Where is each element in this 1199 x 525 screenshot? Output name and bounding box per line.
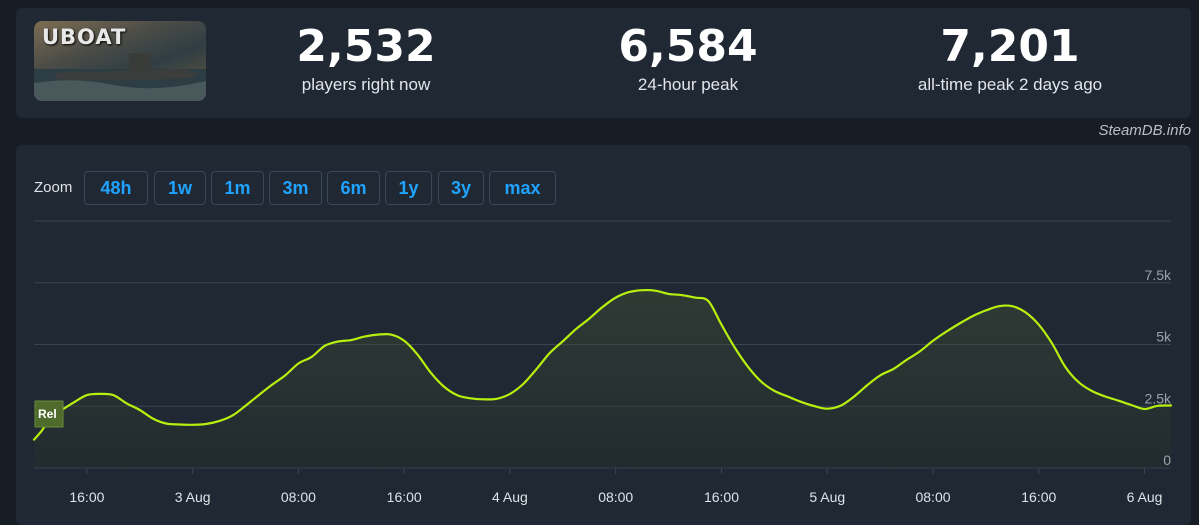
y-tick-label: 5k <box>1156 329 1172 345</box>
stat-all-time-peak: 7,201 all-time peak 2 days ago <box>890 24 1130 96</box>
stats-header: UBOAT 2,532 players right now 6,584 24-h… <box>16 8 1191 118</box>
x-tick-label: 6 Aug <box>1127 489 1163 505</box>
x-tick-label: 16:00 <box>704 489 739 505</box>
release-flag-box <box>34 400 64 428</box>
stat-value: 6,584 <box>618 21 758 72</box>
x-tick-label: 5 Aug <box>809 489 845 505</box>
series-area <box>34 290 1171 468</box>
x-tick-label: 4 Aug <box>492 489 528 505</box>
y-tick-label: 0 <box>1163 452 1171 468</box>
zoom-1m-button[interactable]: 1m <box>211 171 264 205</box>
y-tick-label: 2.5k <box>1145 390 1172 406</box>
zoom-1y-button[interactable]: 1y <box>385 171 432 205</box>
x-tick-label: 08:00 <box>915 489 950 505</box>
logo-text: UBOAT <box>42 25 127 49</box>
x-tick-label: 3 Aug <box>175 489 211 505</box>
y-tick-label: 7.5k <box>1145 267 1172 283</box>
stat-label: 24-hour peak <box>637 75 739 94</box>
zoom-1w-button[interactable]: 1w <box>154 171 206 205</box>
release-flag-label: Rel <box>38 407 57 421</box>
zoom-48h-button[interactable]: 48h <box>84 171 148 205</box>
watermark: SteamDB.info <box>1098 122 1191 139</box>
release-flag[interactable]: Rel <box>34 400 64 428</box>
zoom-6m-button[interactable]: 6m <box>327 171 380 205</box>
x-tick-label: 08:00 <box>281 489 316 505</box>
stat-value: 7,201 <box>940 21 1080 72</box>
zoom-max-button[interactable]: max <box>489 171 556 205</box>
zoom-3m-button[interactable]: 3m <box>269 171 322 205</box>
stat-players-now: 2,532 players right now <box>286 24 446 96</box>
x-tick-label: 16:00 <box>387 489 422 505</box>
x-tick-label: 16:00 <box>69 489 104 505</box>
x-tick-label: 16:00 <box>1021 489 1056 505</box>
zoom-label: Zoom <box>34 179 73 196</box>
stat-24h-peak: 6,584 24-hour peak <box>608 24 768 96</box>
series-line-players[interactable] <box>32 288 1173 441</box>
submarine-image <box>34 53 206 101</box>
zoom-3y-button[interactable]: 3y <box>438 171 484 205</box>
stat-value: 2,532 <box>296 21 436 72</box>
stat-label: all-time peak 2 days ago <box>917 75 1103 94</box>
x-tick-label: 08:00 <box>598 489 633 505</box>
stat-label: players right now <box>301 75 431 94</box>
game-logo[interactable]: UBOAT <box>34 21 206 101</box>
